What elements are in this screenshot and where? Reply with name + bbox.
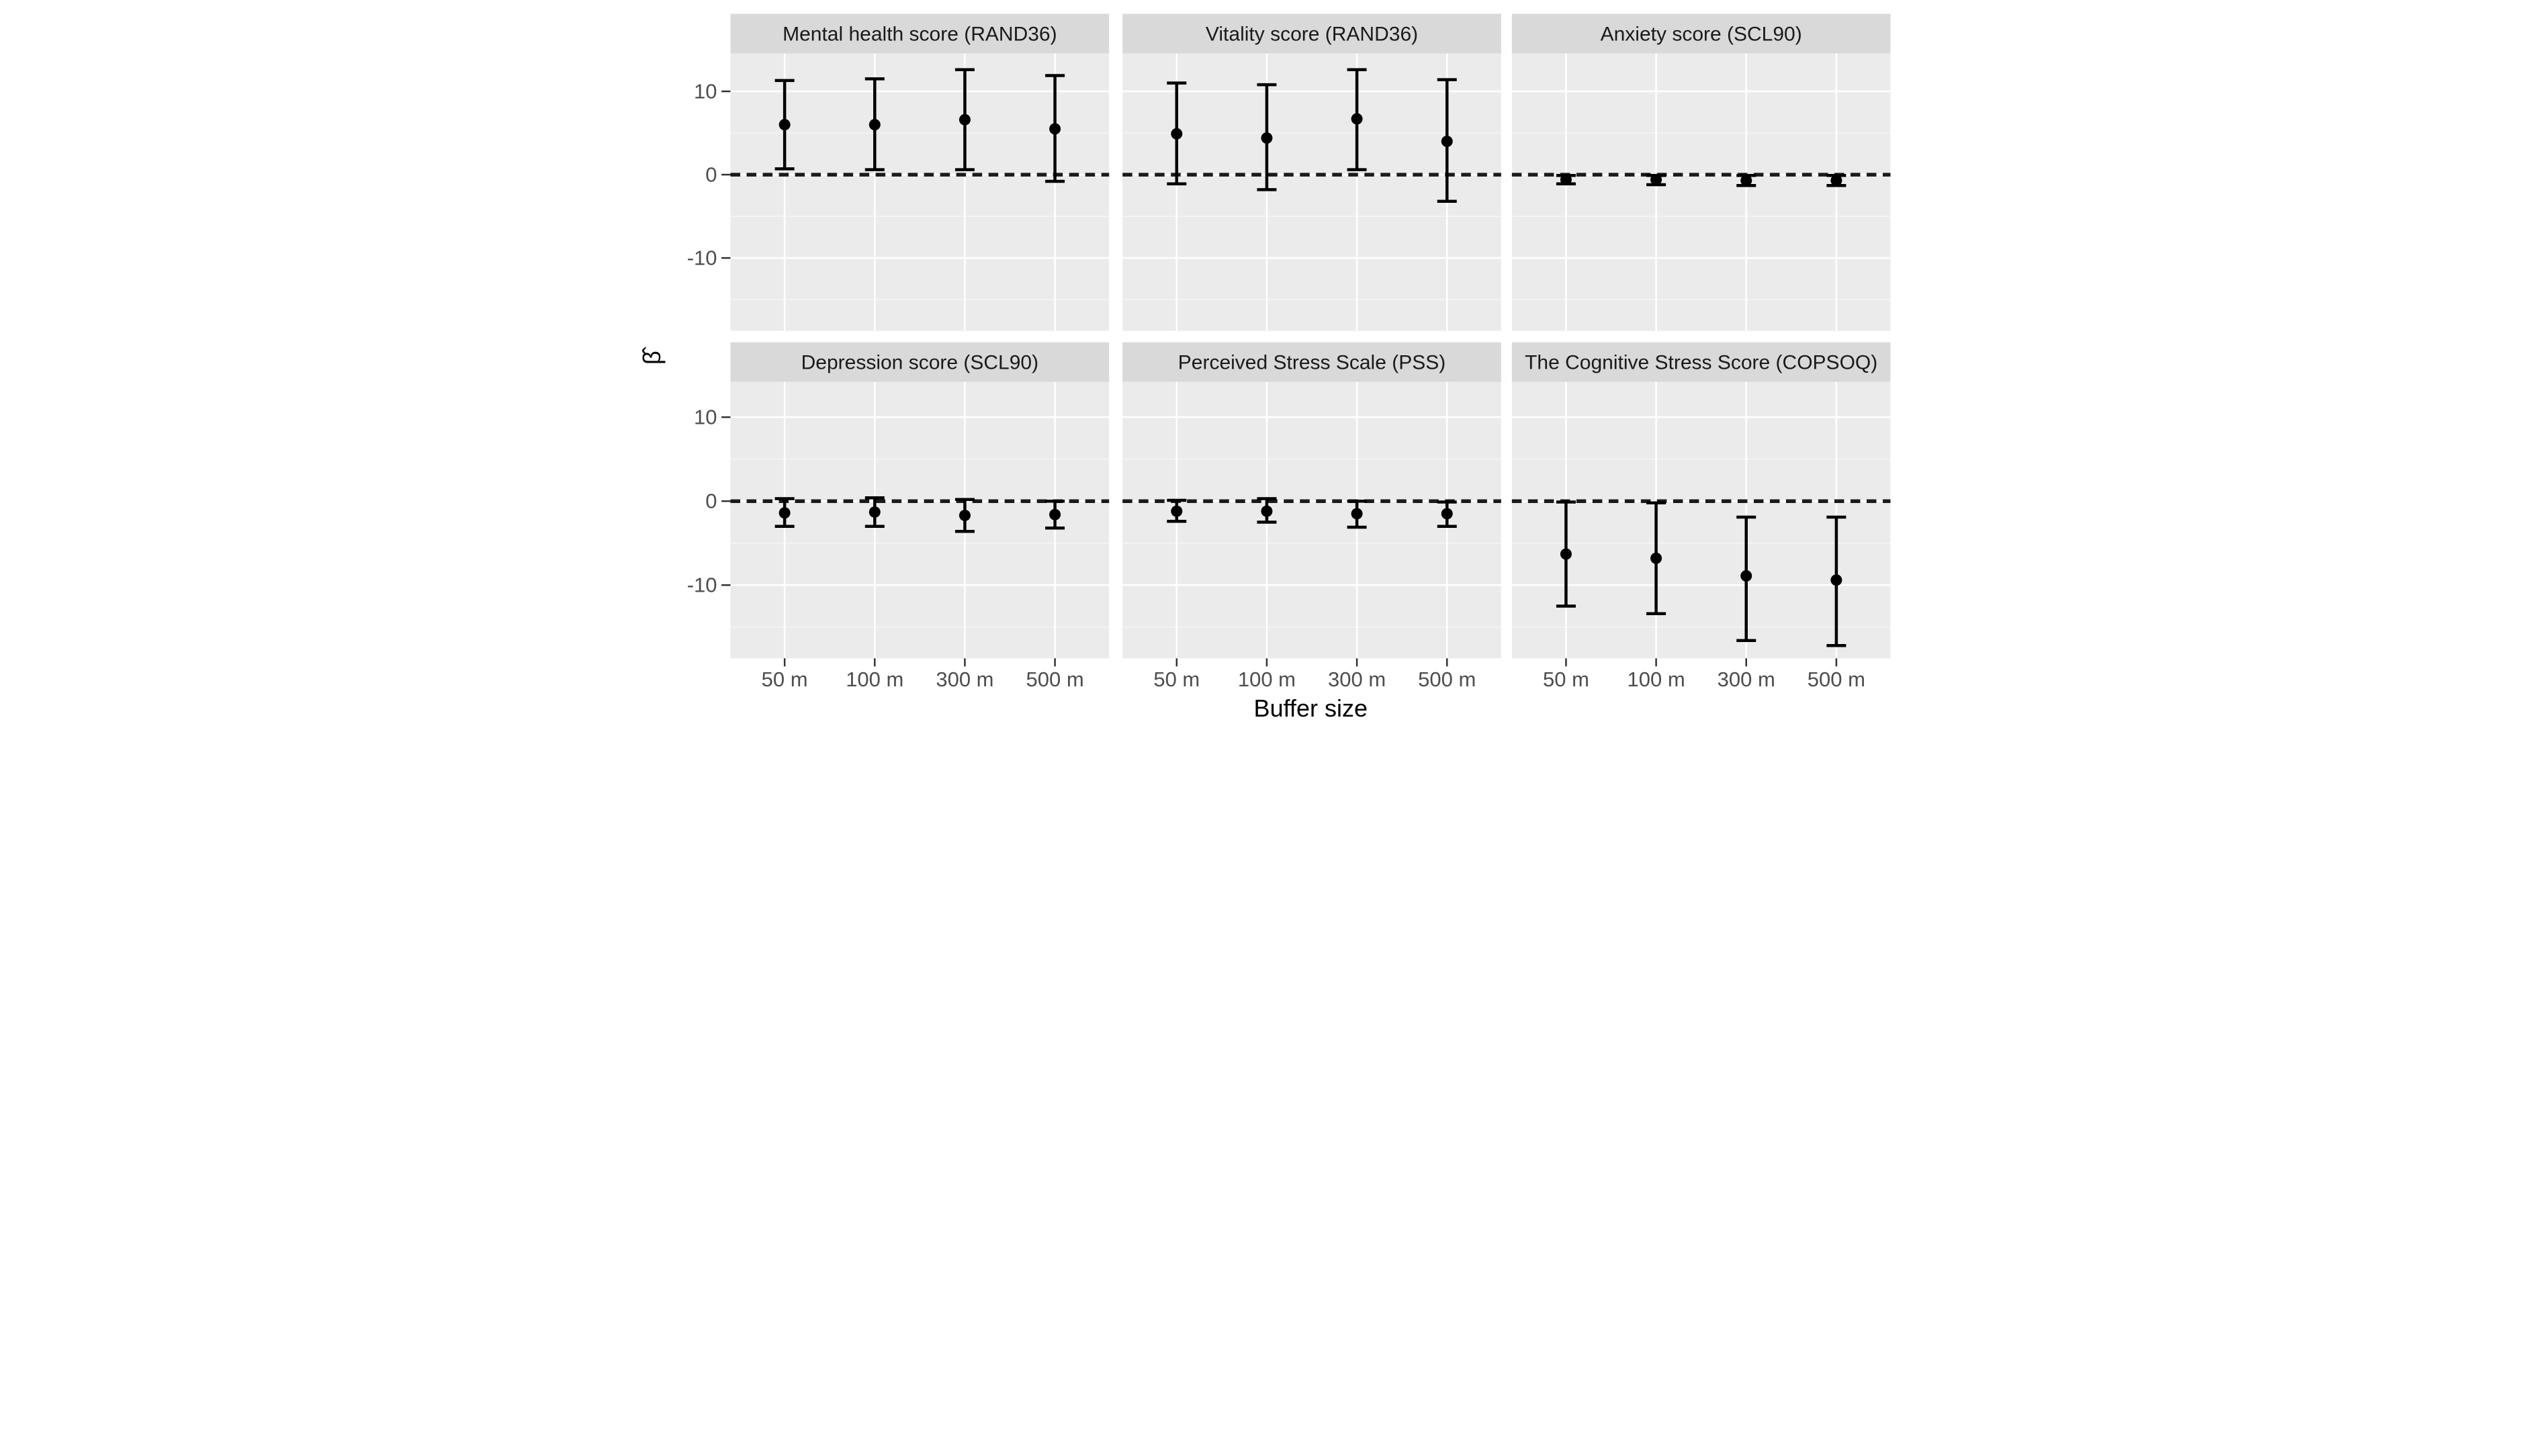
x-tick-label: 50 m <box>1153 668 1200 691</box>
point-marker <box>869 119 881 131</box>
facet-strip <box>730 342 1110 382</box>
x-tick-label: 300 m <box>936 668 993 691</box>
point-marker <box>1171 505 1183 517</box>
facet-panel: Depression score (SCL90) <box>730 342 1110 659</box>
panel-background <box>1122 53 1501 331</box>
y-tick-label: 0 <box>705 163 717 187</box>
facet-title: Perceived Stress Scale (PSS) <box>1178 352 1445 374</box>
x-tick-label: 500 m <box>1418 668 1476 691</box>
x-tick-label: 50 m <box>762 668 808 691</box>
facet-strip <box>1122 342 1501 382</box>
point-marker <box>778 119 791 131</box>
point-marker <box>778 507 791 519</box>
panel-background <box>730 381 1110 659</box>
point-marker <box>1171 128 1183 140</box>
point-marker <box>1740 175 1752 187</box>
facet-panel: Vitality score (RAND36) <box>1122 13 1501 331</box>
point-marker <box>1830 175 1842 187</box>
point-marker <box>1049 123 1061 135</box>
point-marker <box>1261 505 1273 517</box>
facet-panel: Perceived Stress Scale (PSS) <box>1122 342 1501 659</box>
y-tick-label: -10 <box>687 574 717 597</box>
point-marker <box>1740 570 1752 582</box>
x-axis-title: Buffer size <box>1254 694 1368 722</box>
facet-title: Vitality score (RAND36) <box>1206 24 1418 46</box>
panel-background <box>1511 381 1891 659</box>
point-marker <box>1560 548 1572 560</box>
axis-layer: 10 0 -10 10 0 -10 50 m 100 m 300 m 500 m 50 m 100 m… <box>687 80 1865 691</box>
panel-background <box>730 53 1110 331</box>
point-marker <box>1351 113 1363 125</box>
point-marker <box>1441 135 1453 147</box>
facet-title: Anxiety score (SCL90) <box>1601 24 1802 46</box>
point-marker <box>1650 552 1662 564</box>
point-marker <box>1830 574 1842 586</box>
panel-background <box>1511 53 1891 331</box>
facet-strip <box>1511 342 1891 382</box>
x-tick-label: 100 m <box>1238 668 1296 691</box>
point-marker <box>959 509 971 521</box>
x-tick-label: 300 m <box>1718 668 1775 691</box>
x-tick-label: 300 m <box>1328 668 1386 691</box>
x-tick-label: 100 m <box>1628 668 1685 691</box>
point-marker <box>1560 174 1572 186</box>
facet-strip <box>1511 13 1891 54</box>
point-marker <box>1049 508 1061 520</box>
facets-layer: Mental health score (RAND36) Vitality sco… <box>730 13 1891 659</box>
x-tick-label: 100 m <box>846 668 903 691</box>
point-marker <box>959 113 971 126</box>
x-tick-label: 500 m <box>1808 668 1865 691</box>
facet-strip <box>1122 13 1501 54</box>
point-marker <box>1351 508 1363 520</box>
y-tick-label: 10 <box>694 80 717 103</box>
point-marker <box>1261 132 1273 144</box>
y-tick-label: 10 <box>694 406 717 429</box>
y-tick-label: 0 <box>705 490 717 513</box>
facet-panel: Anxiety score (SCL90) <box>1511 13 1891 331</box>
x-tick-label: 50 m <box>1543 668 1589 691</box>
y-tick-label: -10 <box>687 246 717 270</box>
facet-title: Mental health score (RAND36) <box>783 24 1057 46</box>
facet-title: The Cognitive Stress Score (COPSOQ) <box>1525 352 1877 374</box>
point-marker <box>1441 508 1453 520</box>
y-axis-title: β̂ <box>638 347 666 365</box>
x-tick-label: 500 m <box>1026 668 1084 691</box>
facet-title: Depression score (SCL90) <box>801 352 1038 374</box>
point-marker <box>1650 174 1662 186</box>
point-marker <box>869 506 881 518</box>
facet-panel: Mental health score (RAND36) <box>730 13 1110 331</box>
facet-panel: The Cognitive Stress Score (COPSOQ) <box>1511 342 1891 659</box>
figure-container: Mental health score (RAND36) Vitality sco… <box>634 0 1903 729</box>
facet-strip <box>730 13 1110 54</box>
faceted-errorbar-chart: Mental health score (RAND36) Vitality sco… <box>634 0 1903 729</box>
